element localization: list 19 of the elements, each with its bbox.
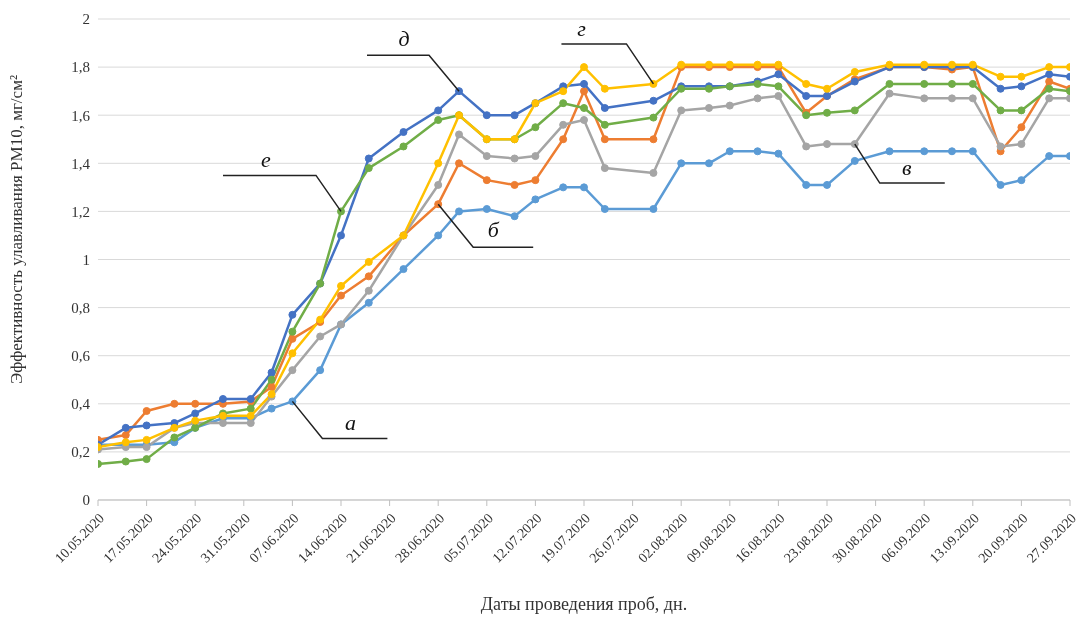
annotation: д bbox=[398, 26, 410, 52]
y-tick-label: 1,2 bbox=[71, 203, 90, 220]
y-tick-label: 0,6 bbox=[71, 348, 91, 365]
y-tick-label: 0,4 bbox=[71, 396, 91, 413]
y-tick-label: 0,8 bbox=[71, 299, 90, 316]
y-tick-label: 1,4 bbox=[71, 155, 91, 172]
y-tick-label: 1,6 bbox=[71, 107, 91, 124]
y-tick-label: 1 bbox=[82, 251, 90, 268]
annotation: е bbox=[261, 147, 272, 173]
annotation: в bbox=[901, 155, 912, 181]
y-tick-label: 0,2 bbox=[71, 444, 90, 461]
annotation: г bbox=[577, 15, 587, 41]
annotation: а bbox=[344, 410, 356, 436]
y-tick-label: 2 bbox=[82, 11, 90, 28]
y-axis-title: Эффективность улавливания PM10, мг/см² bbox=[7, 75, 27, 384]
y-tick-label: 0 bbox=[82, 492, 90, 509]
x-axis-title: Даты проведения проб, дн. bbox=[480, 594, 688, 614]
annotation: б bbox=[487, 217, 500, 243]
y-tick-label: 1,8 bbox=[71, 59, 90, 76]
